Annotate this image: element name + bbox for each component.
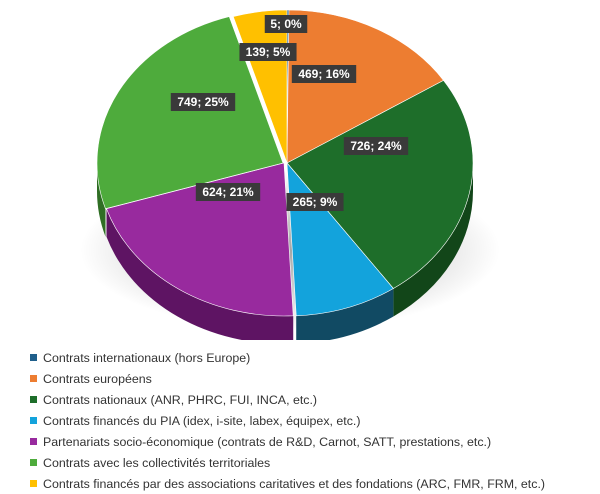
pie-slice (286, 80, 474, 289)
legend-label: Contrats européens (43, 371, 152, 386)
legend-item: Contrats européens (30, 368, 545, 389)
pie-slice-side (296, 288, 394, 340)
legend: Contrats internationaux (hors Europe) Con… (30, 347, 545, 494)
legend-swatch (30, 417, 37, 424)
svg-text:749; 25%: 749; 25% (177, 95, 229, 109)
legend-swatch (30, 480, 37, 487)
svg-text:5; 0%: 5; 0% (270, 17, 302, 31)
legend-item: Contrats financés par des associations c… (30, 473, 545, 494)
legend-swatch (30, 396, 37, 403)
legend-swatch (30, 459, 37, 466)
data-label: 139; 5% (239, 43, 297, 61)
pie-slice-side (106, 208, 294, 340)
legend-label: Contrats financés par des associations c… (43, 476, 546, 491)
data-label: 726; 24% (343, 137, 409, 155)
legend-swatch (30, 438, 37, 445)
legend-label: Contrats avec les collectivités territor… (43, 455, 271, 470)
legend-item: Contrats nationaux (ANR, PHRC, FUI, INCA… (30, 389, 545, 410)
legend-swatch (30, 375, 37, 382)
pie-slice (286, 9, 445, 164)
svg-text:469; 16%: 469; 16% (298, 67, 350, 81)
pie-chart: 5; 0% 469; 16% 726; 24% 265; 9% 624; 21% 749;… (80, 9, 500, 340)
legend-label: Contrats nationaux (ANR, PHRC, FUI, INCA… (43, 392, 318, 407)
svg-text:726; 24%: 726; 24% (350, 139, 402, 153)
data-label: 624; 21% (195, 183, 261, 201)
legend-swatch (30, 354, 37, 361)
legend-item: Contrats internationaux (hors Europe) (30, 347, 545, 368)
legend-label: Contrats financés du PIA (idex, i-site, … (43, 413, 361, 428)
data-label: 5; 0% (264, 15, 308, 33)
legend-item: Contrats financés du PIA (idex, i-site, … (30, 410, 545, 431)
pie-slice (106, 162, 294, 317)
pie-slice-side (97, 163, 106, 237)
legend-label: Partenariats socio-économique (contrats … (43, 434, 492, 449)
svg-text:139; 5%: 139; 5% (246, 45, 291, 59)
legend-label: Contrats internationaux (hors Europe) (43, 350, 251, 365)
svg-text:624; 21%: 624; 21% (202, 185, 254, 199)
legend-item: Contrats avec les collectivités territor… (30, 452, 545, 473)
svg-text:265; 9%: 265; 9% (293, 195, 338, 209)
data-label: 469; 16% (291, 65, 357, 83)
legend-item: Partenariats socio-économique (contrats … (30, 431, 545, 452)
pie-slice (96, 16, 284, 210)
data-label: 749; 25% (170, 93, 236, 111)
data-label: 265; 9% (286, 193, 344, 211)
pie-slice-side (393, 163, 473, 317)
